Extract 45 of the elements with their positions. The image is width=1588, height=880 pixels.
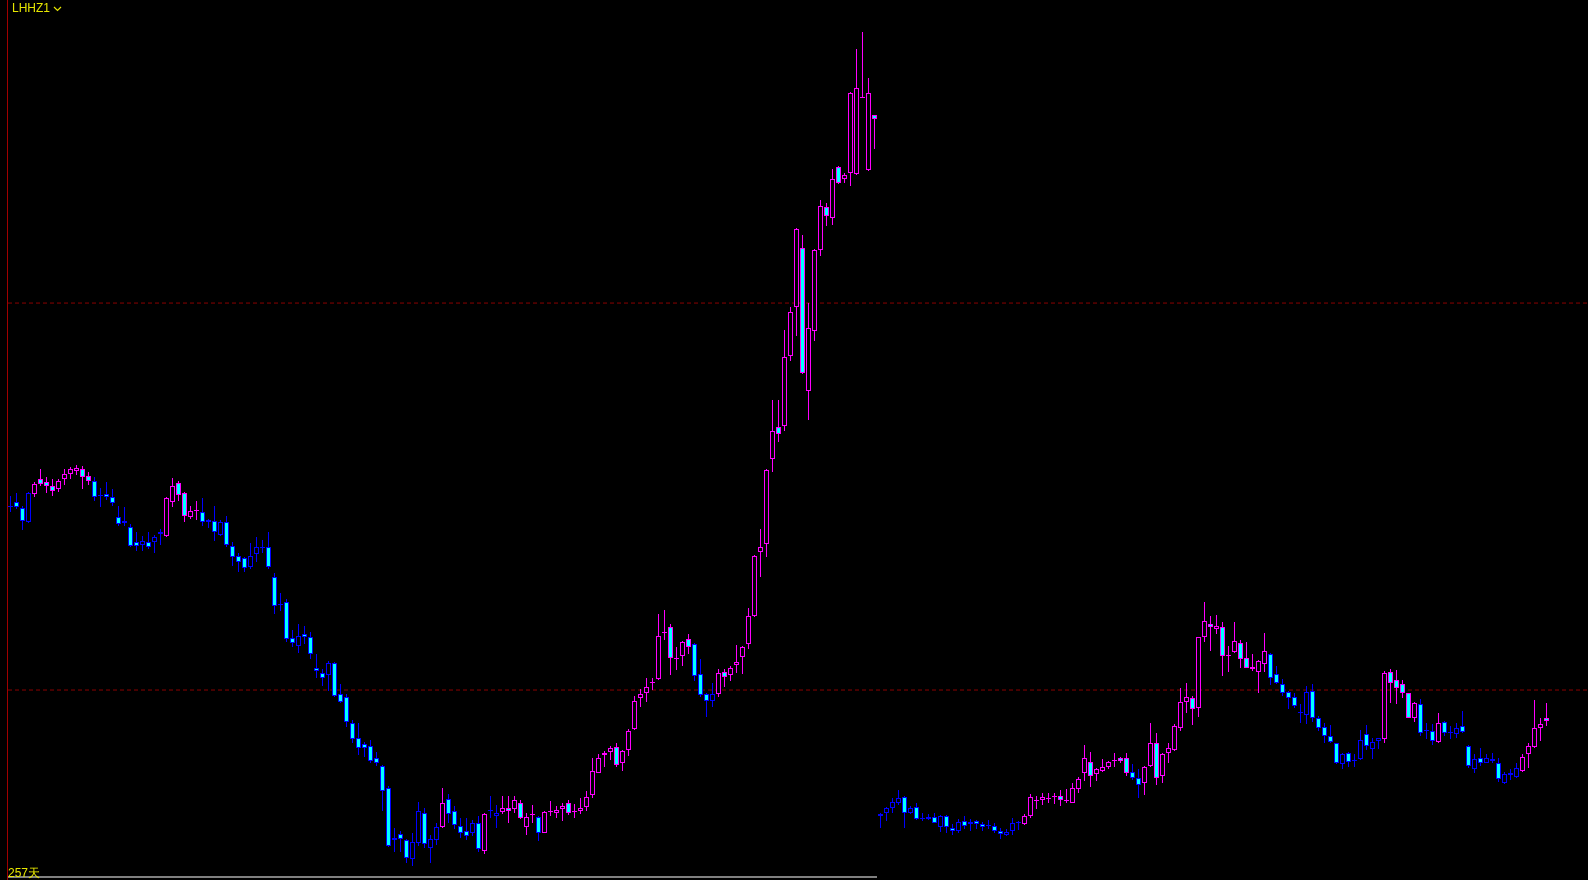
candlestick [632, 695, 637, 729]
candlestick [488, 795, 493, 819]
candlestick [194, 500, 199, 521]
candlestick [740, 647, 745, 675]
candlestick [158, 528, 163, 546]
candlestick [62, 468, 67, 486]
candlestick [110, 488, 115, 507]
candlestick [746, 607, 751, 650]
candlestick [650, 677, 655, 691]
candlestick [1544, 702, 1549, 727]
candlestick [674, 646, 679, 671]
candlestick [878, 814, 883, 829]
candlestick [584, 790, 589, 812]
candlestick [578, 797, 583, 815]
candlestick [1136, 768, 1141, 799]
candlestick [656, 613, 661, 679]
candlestick [752, 556, 757, 616]
candlestick [644, 677, 649, 703]
candlestick [482, 814, 487, 855]
candlestick [734, 644, 739, 674]
candlestick [1022, 813, 1027, 824]
candlestick [764, 470, 769, 558]
candlestick [494, 804, 499, 829]
candlestick [1142, 767, 1147, 796]
candlestick [152, 534, 157, 554]
candlestick [788, 306, 793, 362]
candlestick [308, 631, 313, 660]
candlestick [626, 728, 631, 757]
candlestick [638, 688, 643, 708]
candlestick [758, 528, 763, 578]
candlestick [1430, 723, 1435, 746]
candlestick [602, 750, 607, 768]
candlestick [1010, 817, 1015, 836]
candlestick [1106, 762, 1111, 770]
candlestick [884, 808, 889, 822]
candlestick [782, 329, 787, 432]
candlestick [314, 653, 319, 679]
candlestick [536, 817, 541, 842]
candlestick [1538, 717, 1543, 742]
candlestick [440, 787, 445, 827]
candlestick [992, 822, 997, 834]
candlestick [530, 804, 535, 824]
candlestick [1016, 822, 1021, 831]
chart-title: LHHZ1 [12, 1, 51, 15]
annotation: 257天 [8, 866, 41, 880]
